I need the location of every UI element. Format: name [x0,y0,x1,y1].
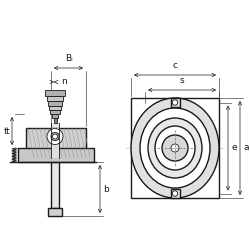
Bar [170,189,179,198]
Text: s: s [180,76,184,85]
Circle shape [52,137,54,140]
Text: n: n [61,76,67,86]
Circle shape [172,191,178,196]
Circle shape [56,133,58,136]
Text: c: c [172,61,178,70]
Ellipse shape [171,144,179,152]
Ellipse shape [162,135,188,161]
Ellipse shape [131,98,219,198]
Circle shape [51,132,59,140]
Bar [54,118,56,123]
Circle shape [52,133,54,136]
Bar [51,123,59,128]
Ellipse shape [140,108,210,188]
Circle shape [52,134,58,139]
Text: e: e [231,144,236,152]
Bar [26,128,86,158]
Bar [51,128,59,158]
Text: a: a [243,144,248,152]
Ellipse shape [155,126,195,170]
Bar [48,101,62,106]
Bar [51,158,59,208]
Circle shape [172,100,178,105]
Bar [48,208,62,216]
Ellipse shape [148,118,202,178]
Bar [47,96,63,101]
Bar [50,110,60,114]
Circle shape [56,137,58,140]
Bar [170,98,179,107]
Text: Bᵢ: Bᵢ [64,54,72,63]
Bar [45,90,65,96]
Bar [131,98,219,198]
Text: t: t [6,126,10,136]
Bar [18,148,94,162]
Bar [49,106,61,110]
Text: b: b [103,184,109,194]
Bar [52,114,58,118]
Text: t: t [4,126,7,136]
Circle shape [47,128,63,144]
